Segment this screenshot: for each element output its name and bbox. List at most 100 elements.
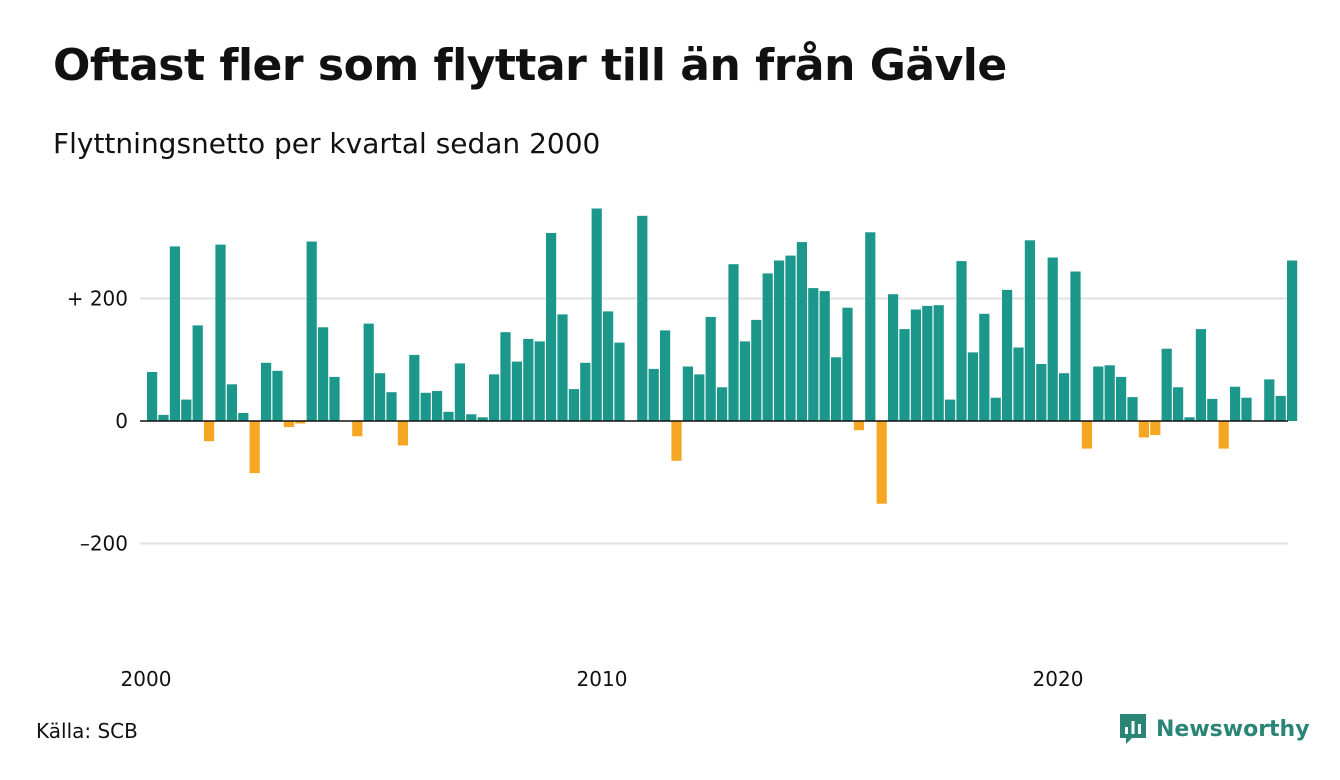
bar: [215, 244, 226, 421]
bar: [1150, 421, 1161, 436]
bar: [1081, 421, 1092, 449]
bar: [945, 399, 956, 421]
bar: [694, 374, 705, 421]
bar: [865, 232, 876, 421]
bar: [409, 354, 420, 422]
bar: [785, 255, 796, 421]
brand-name: Newsworthy: [1156, 716, 1310, 742]
bar: [831, 357, 842, 421]
bar: [1002, 289, 1013, 421]
bar: [557, 314, 568, 421]
bar: [1287, 260, 1298, 421]
bar: [1013, 347, 1024, 421]
bar: [272, 370, 283, 421]
y-tick-label: –200: [80, 532, 128, 556]
bar: [774, 260, 785, 421]
bar: [819, 291, 830, 421]
bar: [511, 361, 522, 421]
bar: [728, 264, 739, 421]
bar: [363, 323, 374, 421]
bar: [1138, 421, 1149, 438]
bar: [1116, 376, 1127, 421]
bar: [466, 414, 477, 421]
bar: [1104, 365, 1115, 421]
bar: [705, 316, 716, 421]
x-tick-label: 2020: [1033, 667, 1084, 691]
bar: [922, 305, 933, 422]
bar: [318, 327, 329, 421]
bar: [158, 414, 169, 421]
bar: [1184, 417, 1195, 421]
bar: [375, 373, 386, 421]
bar: [1218, 421, 1229, 449]
bar: [796, 242, 807, 421]
gridlines: [140, 297, 1288, 545]
bar: [979, 313, 990, 421]
bar: [1173, 387, 1184, 421]
axes: + 200 0 –200 2000 2010 2020: [67, 287, 1288, 691]
bar: [238, 413, 249, 421]
bar: [261, 362, 272, 421]
bar: [295, 421, 306, 424]
bar: [534, 341, 545, 421]
bar: [477, 417, 488, 421]
bar: [397, 421, 408, 446]
source-note: Källa: SCB: [36, 719, 138, 743]
newsworthy-logo-icon: [1120, 714, 1146, 744]
bar: [933, 305, 944, 421]
bar: [192, 325, 203, 421]
bar: [329, 376, 340, 421]
bar: [1047, 257, 1058, 421]
bar: [249, 421, 260, 474]
bar: [546, 233, 557, 421]
bar: [386, 392, 397, 421]
bar: [1024, 240, 1035, 421]
y-tick-label: + 200: [67, 287, 128, 311]
bar: [283, 421, 294, 428]
bar: [910, 309, 921, 421]
bar: [1207, 398, 1218, 421]
bar: [1195, 329, 1206, 421]
bar: [990, 397, 1001, 421]
bar: [888, 294, 899, 421]
bar: [1241, 397, 1252, 421]
bar: [432, 391, 443, 421]
y-tick-label: 0: [115, 409, 128, 433]
bar: [876, 421, 887, 504]
bar: [169, 246, 180, 421]
bar: [1059, 373, 1070, 421]
bar: [637, 215, 648, 421]
bar: [147, 372, 158, 421]
bar: [352, 421, 363, 437]
bar: [500, 332, 511, 421]
bar: [1161, 348, 1172, 421]
bar: [762, 273, 773, 421]
bar: [1036, 364, 1047, 421]
bar: [808, 288, 819, 421]
x-tick-label: 2000: [121, 667, 172, 691]
bar: [1127, 397, 1138, 421]
bars: [147, 208, 1298, 504]
bar: [226, 384, 237, 422]
bar: [1264, 379, 1275, 422]
bar: [842, 307, 853, 421]
bar: [1275, 395, 1286, 421]
bar: [739, 341, 750, 421]
bar: [956, 261, 967, 421]
chart-title: Oftast fler som flyttar till än från Gäv…: [53, 40, 1007, 91]
bar: [682, 366, 693, 421]
bar: [580, 362, 591, 421]
bar: [489, 374, 500, 421]
brand-logo: Newsworthy: [1118, 712, 1310, 746]
bar: [591, 208, 602, 421]
bar: [671, 421, 682, 461]
bar-chart: + 200 0 –200 2000 2010 2020: [67, 208, 1298, 691]
bar: [967, 352, 978, 421]
bar: [204, 421, 215, 442]
bar: [181, 399, 192, 421]
bar: [443, 411, 454, 421]
bar: [454, 363, 465, 421]
bar: [306, 241, 317, 421]
bar: [717, 387, 728, 421]
bar: [648, 368, 659, 421]
